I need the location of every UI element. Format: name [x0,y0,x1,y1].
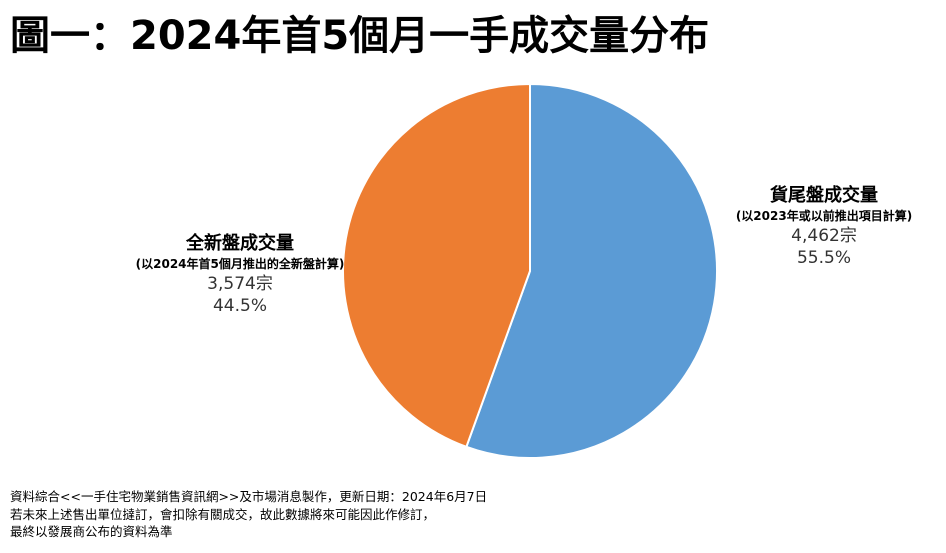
pie-slice-new-units [342,82,531,449]
label-existing-units-name: 貨尾盤成交量 [770,185,878,206]
footer-line-source: 資料綜合<<一手住宅物業銷售資訊網>>及市場消息製作，更新日期：2024年6月7… [10,489,488,504]
footer-notes: 資料綜合<<一手住宅物業銷售資訊網>>及市場消息製作，更新日期：2024年6月7… [10,488,487,541]
label-existing-units: 貨尾盤成交量 (以2023年或以前推出項目計算) 4,462宗 55.5% [700,184,946,269]
footer-line-revision: 若未來上述售出單位撻訂，會扣除有關成交，故此數據將來可能因此作修訂， [10,506,436,522]
label-existing-units-note: (以2023年或以前推出項目計算) [735,209,913,223]
chart-title: 圖一：2024年首5個月一手成交量分布 [10,13,710,59]
label-new-units: 全新盤成交量 (以2024年首5個月推出的全新盤計算) 3,574宗 44.5% [50,232,430,317]
footer-line-final: 最終以發展商公布的資料為準 [10,524,173,539]
label-new-units-percent: 44.5% [212,296,267,316]
label-new-units-count: 3,574宗 [207,274,273,294]
label-existing-units-count: 4,462宗 [791,226,857,246]
label-new-units-note: (以2024年首5個月推出的全新盤計算) [135,257,345,271]
label-new-units-name: 全新盤成交量 [186,233,294,254]
label-existing-units-percent: 55.5% [796,248,851,268]
pie-slice-existing-units [465,82,718,459]
